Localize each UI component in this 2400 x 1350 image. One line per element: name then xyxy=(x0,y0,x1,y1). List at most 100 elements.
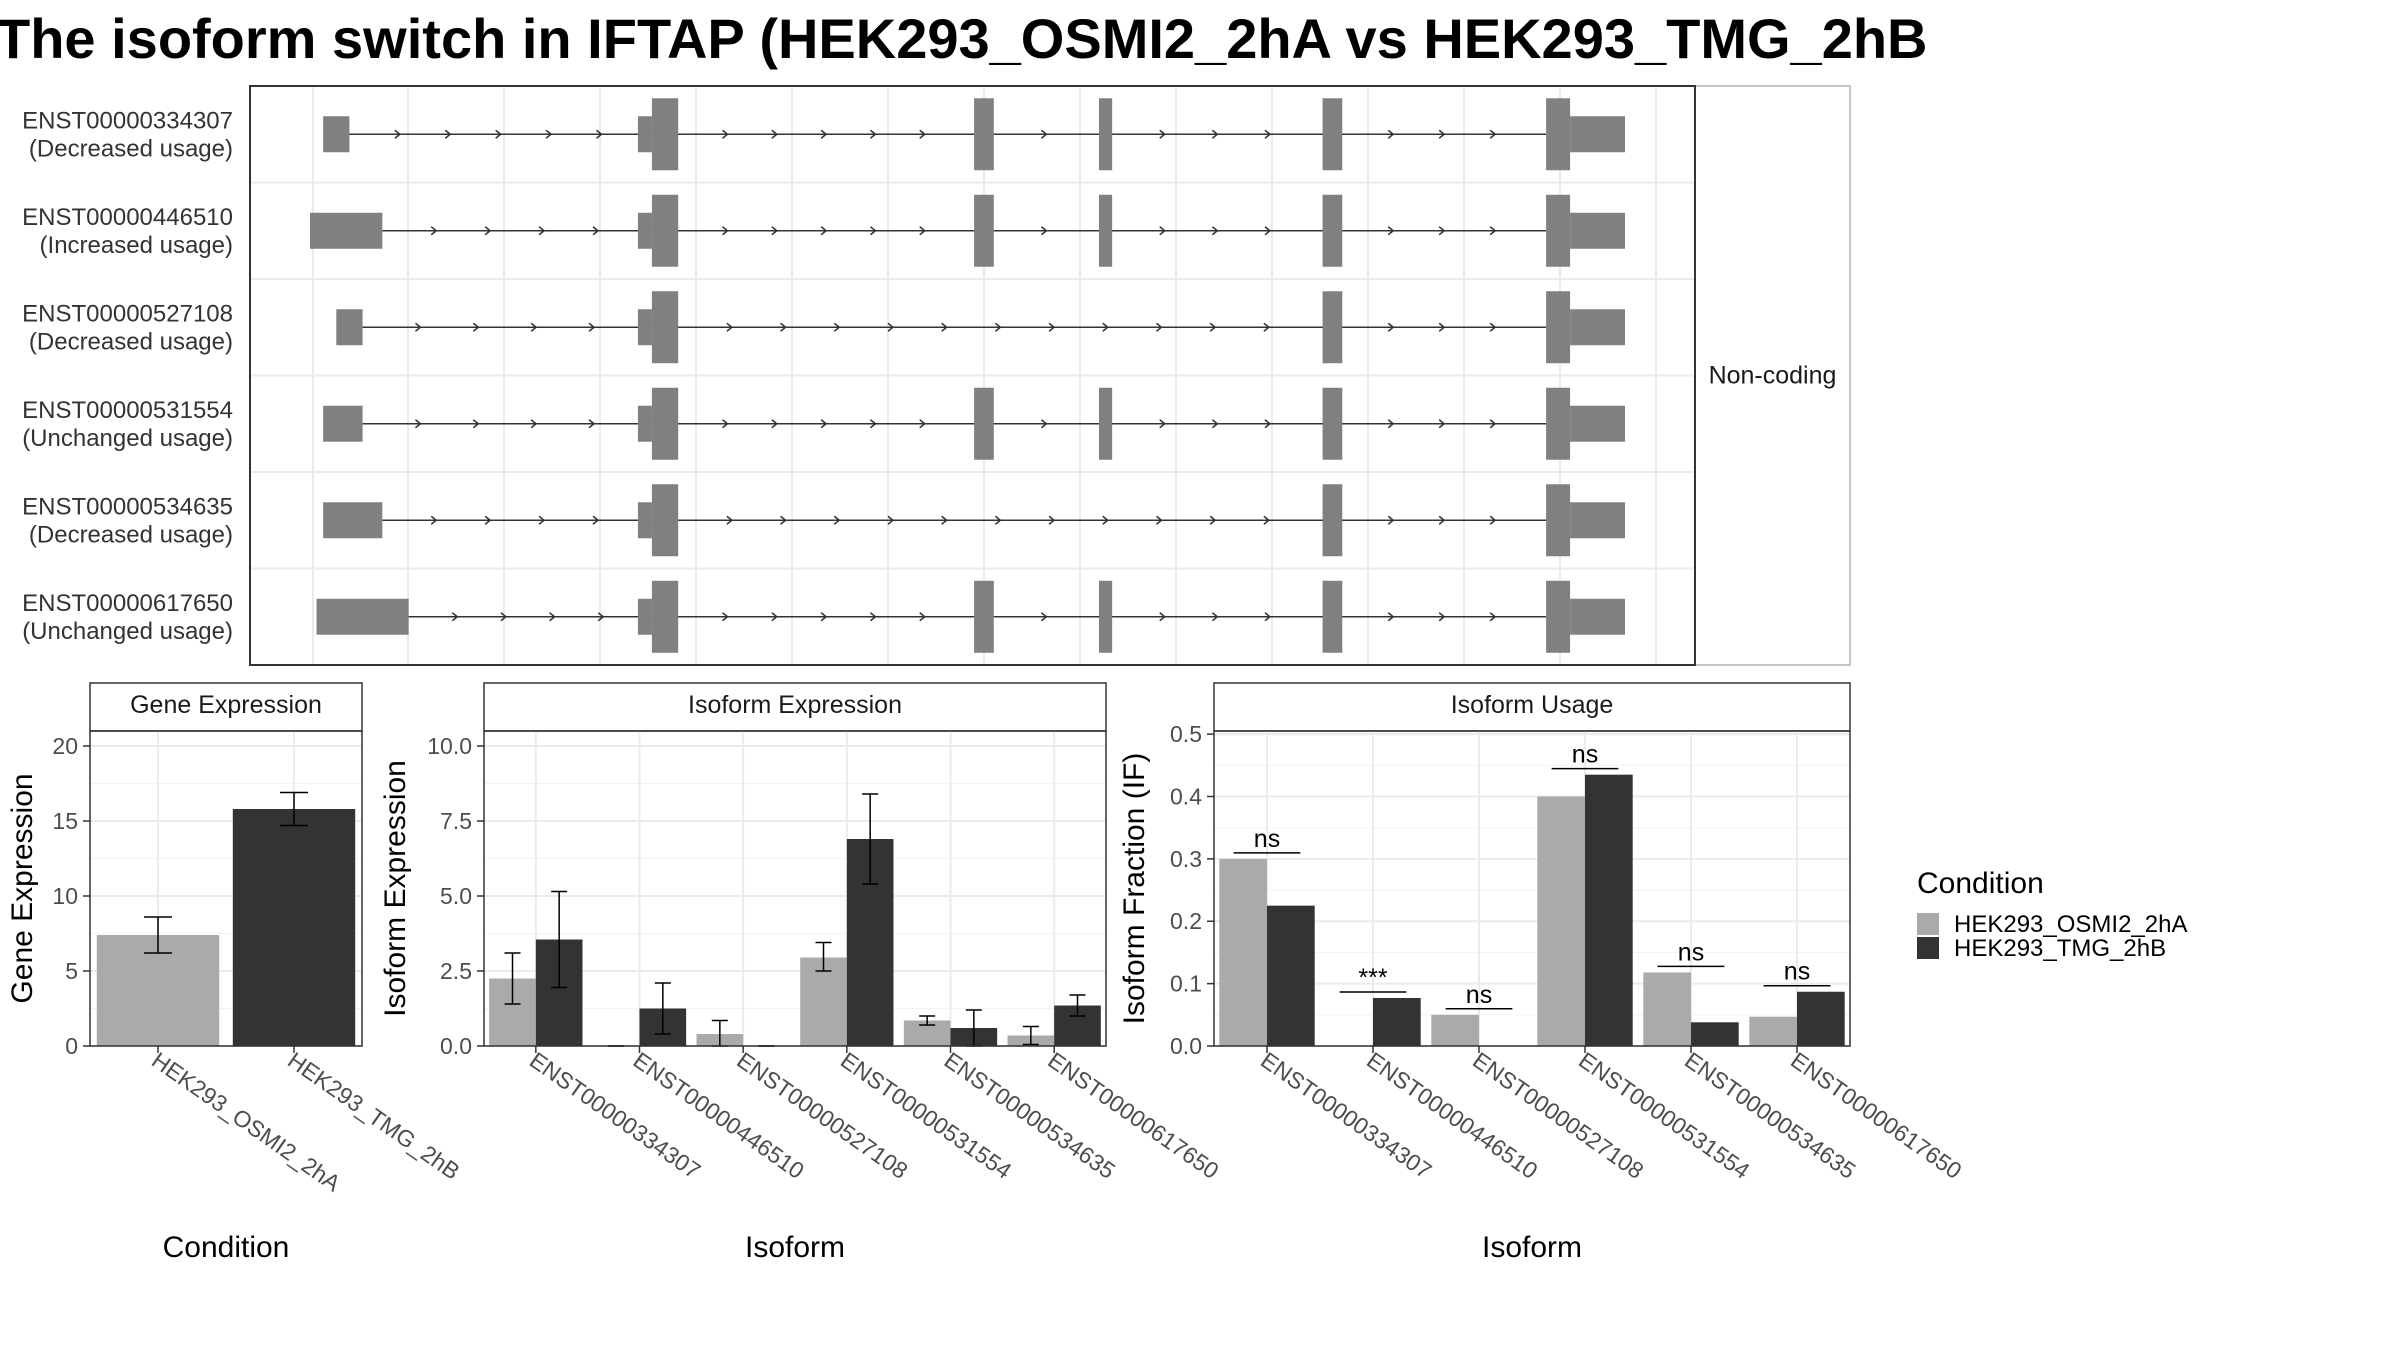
coding-exon xyxy=(651,387,679,460)
coding-exon xyxy=(651,98,679,171)
coding-exon xyxy=(1322,387,1343,460)
intron-arrow xyxy=(780,515,787,525)
intron-arrow xyxy=(592,515,600,525)
intron-arrow xyxy=(833,515,841,525)
legend-entry: HEK293_OSMI2_2hA xyxy=(1954,911,2187,938)
bar xyxy=(1537,796,1585,1046)
intron-arrow xyxy=(1159,129,1166,139)
significance-label: ns xyxy=(1254,825,1280,853)
coding-exon xyxy=(651,484,679,557)
intron-arrow xyxy=(771,419,779,429)
intron-arrow xyxy=(919,226,926,236)
significance-label: *** xyxy=(1358,964,1387,992)
intron-arrow xyxy=(588,322,596,332)
intron-arrow xyxy=(869,226,877,236)
coding-exon xyxy=(1099,194,1113,267)
utr-exon xyxy=(637,116,652,153)
bar xyxy=(1219,858,1267,1046)
intron-arrow xyxy=(451,612,459,622)
intron-arrow xyxy=(1489,419,1497,429)
transcript-id-label: ENST00000531554 xyxy=(22,397,233,424)
figure-title: The isoform switch in IFTAP (HEK293_OSMI… xyxy=(0,7,1927,70)
x-tick-label: ENST00000534635 xyxy=(940,1047,1120,1184)
y-tick-label: 5.0 xyxy=(440,883,472,909)
intron-arrow xyxy=(1155,515,1163,525)
utr-exon xyxy=(336,309,363,346)
x-tick-label: ENST00000334307 xyxy=(525,1047,705,1184)
intron-arrow xyxy=(1209,322,1217,332)
bar xyxy=(1643,972,1691,1046)
utr-exon xyxy=(1570,116,1625,153)
intron-arrow xyxy=(1387,322,1395,332)
utr-exon xyxy=(1570,309,1625,346)
intron-arrow xyxy=(726,322,734,332)
x-tick-label: ENST00000531554 xyxy=(836,1047,1017,1184)
x-axis-title: Isoform xyxy=(745,1231,845,1264)
transcript-usage-label: (Unchanged usage) xyxy=(22,425,233,452)
x-axis-title: Isoform xyxy=(1482,1231,1582,1264)
y-tick-label: 0.0 xyxy=(1170,1033,1202,1059)
intron-arrow xyxy=(1263,515,1271,525)
coding-exon xyxy=(1546,98,1571,171)
intron-arrow xyxy=(722,226,729,236)
intron-arrow xyxy=(1387,612,1395,622)
legend-entry: HEK293_TMG_2hB xyxy=(1954,935,2166,962)
y-axis-title: Gene Expression xyxy=(6,773,39,1003)
intron-arrow xyxy=(1040,612,1048,622)
intron-arrow xyxy=(722,612,729,622)
intron-arrow xyxy=(1387,419,1395,429)
legend-title: Condition xyxy=(1917,867,2044,900)
utr-exon xyxy=(637,598,652,635)
coding-exon xyxy=(1546,580,1571,653)
intron-arrow xyxy=(1489,129,1497,139)
y-tick-label: 15 xyxy=(52,808,78,834)
transcript-usage-label: (Decreased usage) xyxy=(29,328,233,355)
intron-arrow xyxy=(495,129,502,139)
y-tick-label: 0.3 xyxy=(1170,846,1202,872)
intron-arrow xyxy=(414,322,422,332)
intron-arrow xyxy=(869,419,877,429)
coding-exon xyxy=(651,580,679,653)
intron-arrow xyxy=(1264,612,1272,622)
coding-exon xyxy=(974,580,994,653)
bar xyxy=(800,957,847,1046)
facet-strip xyxy=(1213,682,1851,732)
intron-arrow xyxy=(1489,226,1497,236)
intron-arrow xyxy=(1211,419,1219,429)
facet-strip-title: Gene Expression xyxy=(130,691,322,719)
facet-strip xyxy=(483,682,1107,732)
utr-exon xyxy=(310,212,383,249)
bar xyxy=(1431,1014,1479,1046)
intron-arrow xyxy=(1264,419,1272,429)
intron-arrow xyxy=(1438,322,1446,332)
x-tick-label: ENST00000531554 xyxy=(1574,1047,1755,1184)
bar xyxy=(1373,997,1421,1046)
intron-arrow xyxy=(919,612,926,622)
intron-arrow xyxy=(592,226,600,236)
intron-arrow xyxy=(1489,612,1497,622)
intron-arrow xyxy=(1159,226,1166,236)
utr-exon xyxy=(323,405,363,442)
x-tick-label: ENST00000534635 xyxy=(1680,1047,1860,1184)
coding-exon xyxy=(651,291,679,364)
utr-exon xyxy=(637,212,652,249)
intron-arrow xyxy=(1264,226,1272,236)
y-tick-label: 0 xyxy=(65,1033,78,1059)
y-tick-label: 7.5 xyxy=(440,808,472,834)
intron-arrow xyxy=(500,612,508,622)
bar xyxy=(1691,1022,1739,1046)
intron-arrow xyxy=(472,419,480,429)
transcript-panel-border xyxy=(249,85,1696,666)
coding-exon xyxy=(974,194,994,267)
facet-strip-title: Isoform Usage xyxy=(1451,691,1614,719)
intron-arrow xyxy=(722,419,729,429)
intron-arrow xyxy=(1387,226,1395,236)
intron-arrow xyxy=(771,612,779,622)
transcript-id-label: ENST00000446510 xyxy=(22,204,233,231)
intron-arrow xyxy=(430,226,438,236)
significance-label: ns xyxy=(1466,981,1492,1009)
intron-arrow xyxy=(1438,129,1446,139)
significance-label: ns xyxy=(1678,938,1704,966)
